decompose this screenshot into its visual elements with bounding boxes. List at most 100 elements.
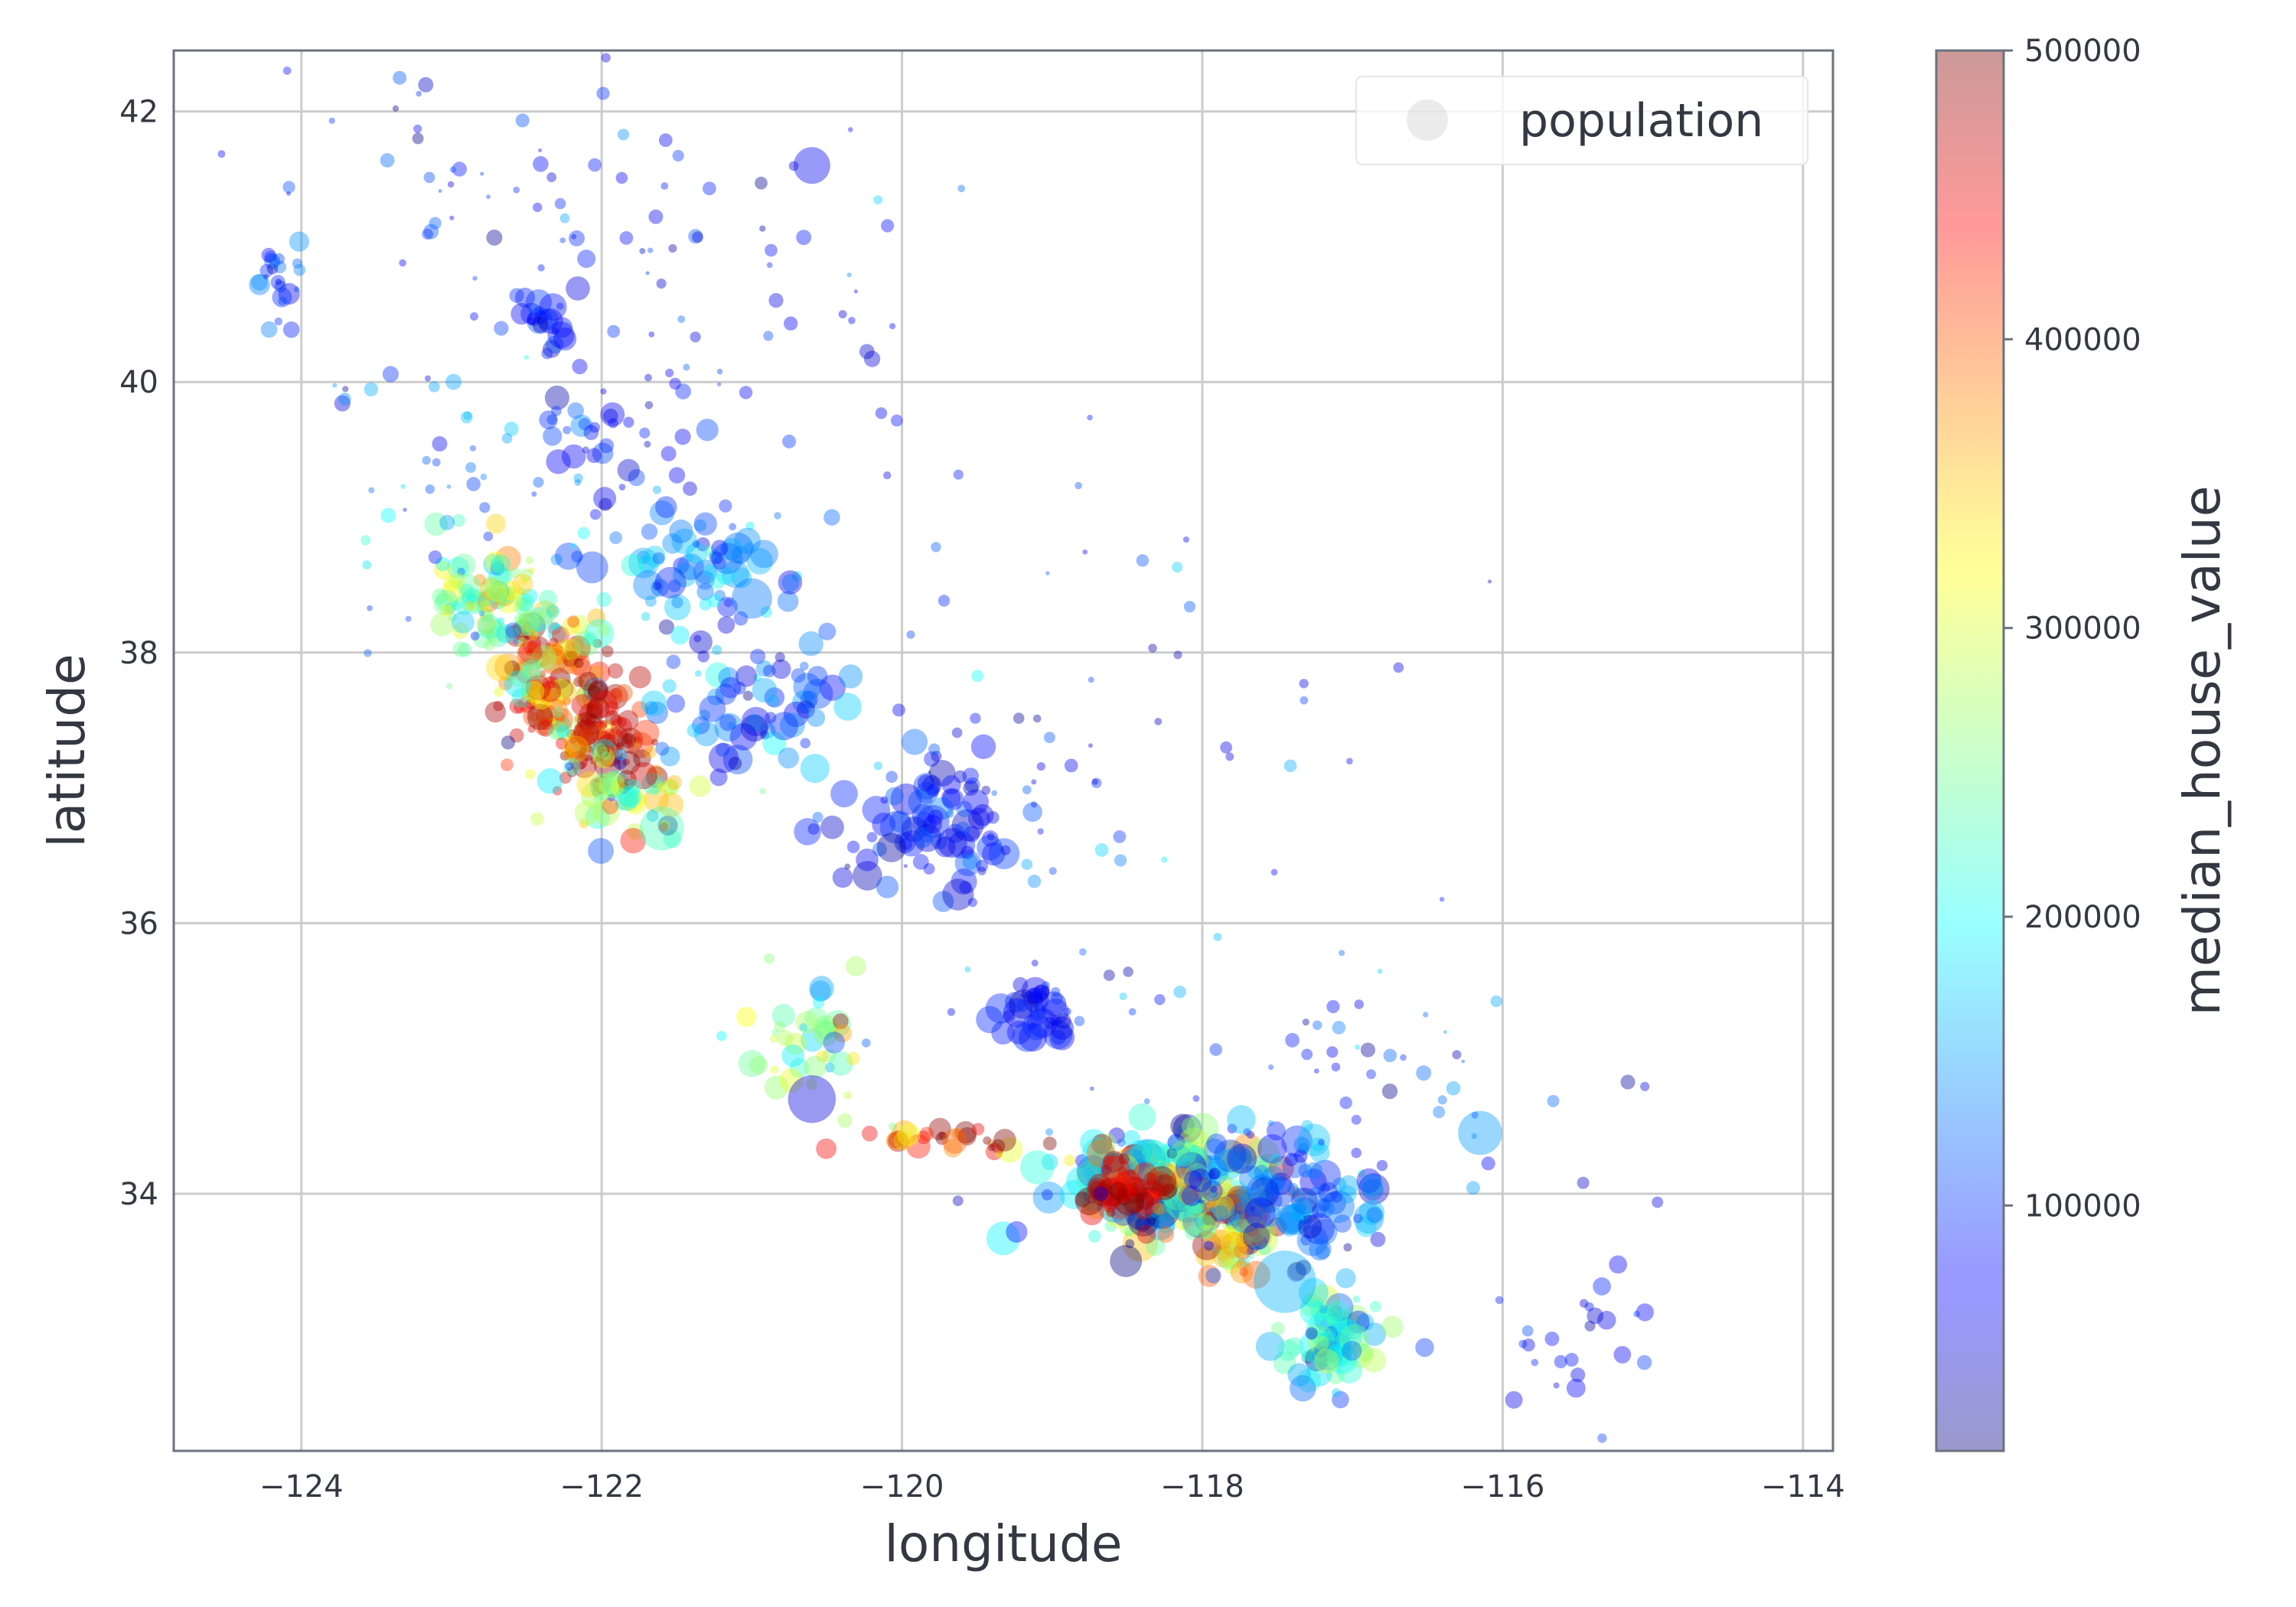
data-point <box>1113 830 1127 843</box>
data-point <box>270 275 285 290</box>
data-point <box>844 863 851 870</box>
data-point <box>736 1006 757 1028</box>
data-point <box>554 711 565 722</box>
data-point <box>1182 1204 1215 1238</box>
data-point <box>1339 1096 1352 1110</box>
data-point <box>1081 1138 1115 1172</box>
data-point <box>479 502 491 513</box>
data-point <box>423 171 435 184</box>
data-point <box>963 826 980 843</box>
data-point <box>1352 1295 1361 1303</box>
data-point <box>703 564 717 578</box>
data-point <box>801 1028 824 1052</box>
data-point <box>380 153 395 168</box>
data-point <box>1177 1127 1211 1160</box>
data-point <box>1182 536 1189 543</box>
data-point <box>429 217 442 230</box>
data-point <box>846 840 860 853</box>
data-point <box>413 124 422 133</box>
data-point <box>495 546 521 572</box>
data-point <box>1325 1305 1344 1324</box>
data-point <box>1148 1179 1182 1213</box>
data-point <box>579 702 602 727</box>
data-point <box>1091 778 1098 785</box>
data-point <box>892 703 905 717</box>
data-point <box>1206 1133 1227 1154</box>
data-point <box>1250 1177 1280 1208</box>
data-point <box>1193 1203 1222 1232</box>
data-point <box>803 679 833 709</box>
data-point <box>563 696 572 706</box>
data-point <box>1293 1149 1308 1163</box>
data-point <box>480 609 494 623</box>
data-point <box>853 289 858 294</box>
data-point <box>659 822 669 832</box>
data-point <box>592 731 616 754</box>
data-point <box>1140 1196 1163 1221</box>
data-point <box>923 863 935 875</box>
data-point <box>1132 1175 1167 1211</box>
data-point <box>1186 1113 1219 1145</box>
data-point <box>585 715 593 724</box>
data-point <box>1132 1177 1166 1211</box>
data-point <box>1322 1190 1355 1224</box>
data-point <box>547 321 575 349</box>
data-point <box>655 780 663 787</box>
data-point <box>501 433 513 444</box>
data-point <box>913 827 934 848</box>
data-point <box>759 225 766 232</box>
data-point <box>517 587 526 595</box>
data-point <box>1026 991 1044 1008</box>
data-point <box>592 787 602 797</box>
data-point <box>572 631 599 657</box>
data-point <box>1172 1194 1182 1204</box>
data-point <box>269 256 281 268</box>
data-point <box>621 554 644 577</box>
data-point <box>1096 1177 1126 1207</box>
data-point <box>1311 1218 1338 1246</box>
data-point <box>683 363 690 371</box>
data-point <box>477 614 502 639</box>
data-point <box>660 445 677 461</box>
data-point <box>536 662 543 669</box>
data-point <box>494 686 504 697</box>
data-point <box>546 605 560 618</box>
data-point <box>1326 1342 1358 1374</box>
data-point <box>611 687 622 699</box>
data-point <box>641 690 667 717</box>
data-point <box>486 654 514 682</box>
data-point <box>953 469 964 480</box>
data-point <box>1174 1174 1204 1204</box>
data-point <box>1117 1192 1130 1206</box>
data-point <box>683 481 697 496</box>
data-point <box>1122 1165 1135 1178</box>
data-point <box>1269 1172 1293 1195</box>
data-point <box>1172 1167 1193 1189</box>
data-point <box>572 726 593 748</box>
data-point <box>1267 1217 1287 1237</box>
data-point <box>1006 1020 1031 1045</box>
data-point <box>760 606 772 618</box>
data-point <box>597 720 604 727</box>
data-point <box>547 720 567 741</box>
data-point <box>622 778 634 790</box>
data-point <box>1596 1310 1616 1330</box>
data-point <box>609 531 623 545</box>
data-point <box>1170 1142 1190 1162</box>
data-point <box>1490 995 1502 1008</box>
data-point <box>1264 1176 1296 1207</box>
data-point <box>559 237 566 243</box>
data-point <box>533 477 544 488</box>
data-point <box>981 830 999 847</box>
data-point <box>527 317 536 326</box>
data-point <box>452 553 476 578</box>
data-point <box>912 853 929 870</box>
data-point <box>1033 993 1044 1003</box>
data-point <box>597 744 610 758</box>
data-point <box>483 575 499 592</box>
data-point <box>1080 1129 1107 1156</box>
data-point <box>719 499 732 513</box>
data-point <box>1117 1166 1127 1177</box>
data-point <box>957 1127 977 1146</box>
data-point <box>617 129 630 141</box>
